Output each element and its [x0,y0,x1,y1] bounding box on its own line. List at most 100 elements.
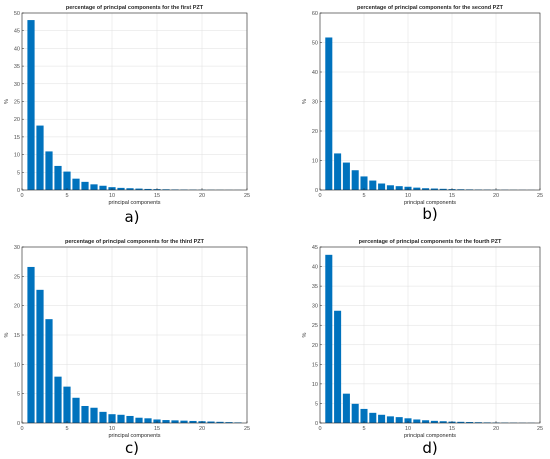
bar [63,386,71,423]
bar [457,421,465,423]
bar [162,189,170,190]
bar [430,188,438,190]
bar [63,171,71,190]
bar [386,185,394,190]
bar [325,254,333,423]
bar [90,184,98,190]
x-axis-label: principal components [109,200,161,206]
bar [360,408,368,423]
x-tick-label: 20 [493,426,499,432]
chart-panel-a: 0 5 10 15 20 25 30 35 40 45 50 0 5 10 15 20 25 percentage… [4,5,250,226]
bar [342,162,350,190]
bar [466,422,474,423]
bar [207,421,215,423]
y-tick-label: 10 [312,159,318,165]
y-tick-label: 20 [312,129,318,135]
panel-label: a) [124,208,139,226]
y-tick-label: 0 [315,421,318,427]
y-tick-label: 50 [312,41,318,47]
x-tick-label: 25 [537,193,543,199]
x-tick-label: 15 [449,193,455,199]
x-tick-label: 0 [20,426,23,432]
x-tick-label: 25 [537,426,543,432]
bar [27,20,35,190]
x-tick-label: 20 [199,426,205,432]
y-tick-label: 30 [312,304,318,310]
bar [413,419,421,423]
y-tick-label: 60 [312,11,318,17]
bar [342,393,350,423]
y-tick-label: 30 [14,245,20,251]
bar [395,186,403,190]
y-tick-label: 45 [14,29,20,35]
y-tick-label: 40 [14,46,20,52]
x-tick-label: 20 [199,193,205,199]
bar [135,417,143,423]
bar [474,422,482,423]
bar [457,189,465,190]
bar [171,420,179,423]
y-tick-label: 0 [17,188,20,194]
y-tick-label: 20 [312,343,318,349]
x-tick-label: 10 [109,193,115,199]
bar [36,289,44,423]
bar [422,420,430,423]
y-tick-label: 25 [14,100,20,106]
bar [351,170,359,190]
bar [404,418,412,423]
bar [422,188,430,190]
bar [369,412,377,423]
x-tick-label: 25 [244,426,250,432]
y-tick-label: 25 [312,323,318,329]
y-tick-label: 30 [312,100,318,106]
y-tick-label: 20 [14,117,20,123]
bar [117,187,125,190]
y-tick-label: 5 [315,401,318,407]
bar [430,420,438,423]
bar [189,420,197,423]
y-axis-label: % [302,332,308,337]
bar [351,403,359,423]
bar [81,405,89,423]
bar [126,188,134,190]
x-tick-label: 10 [109,426,115,432]
panel-label: c) [125,439,139,457]
y-tick-label: 0 [315,188,318,194]
plot-area [320,247,540,423]
bar [90,407,98,423]
bar [395,417,403,423]
y-tick-label: 0 [17,421,20,427]
x-tick-label: 15 [154,426,160,432]
bar [45,151,53,190]
panel-label: b) [422,205,437,223]
chart-title: percentage of principal components for t… [66,5,204,11]
x-tick-label: 25 [244,193,250,199]
x-axis-label: principal components [404,433,456,439]
x-axis-label: principal components [109,433,161,439]
x-tick-label: 5 [65,426,68,432]
y-tick-label: 20 [14,304,20,310]
x-tick-label: 5 [65,193,68,199]
bar [216,421,224,423]
bar [99,185,107,190]
bar [72,397,80,423]
y-axis-label: % [4,332,10,337]
bar [108,414,116,423]
bar [117,414,125,423]
y-tick-label: 10 [312,382,318,388]
x-tick-label: 15 [449,426,455,432]
bar [36,125,44,190]
x-tick-label: 10 [405,426,411,432]
y-tick-label: 25 [14,274,20,280]
bar [180,420,188,423]
bar [413,187,421,190]
chart-title: percentage of principal components for t… [359,239,502,245]
bar [126,415,134,423]
y-tick-label: 10 [14,362,20,368]
x-tick-label: 15 [154,193,160,199]
x-tick-label: 10 [405,193,411,199]
bar [378,414,386,423]
bar [334,153,342,190]
y-tick-label: 35 [312,284,318,290]
bar [162,420,170,423]
